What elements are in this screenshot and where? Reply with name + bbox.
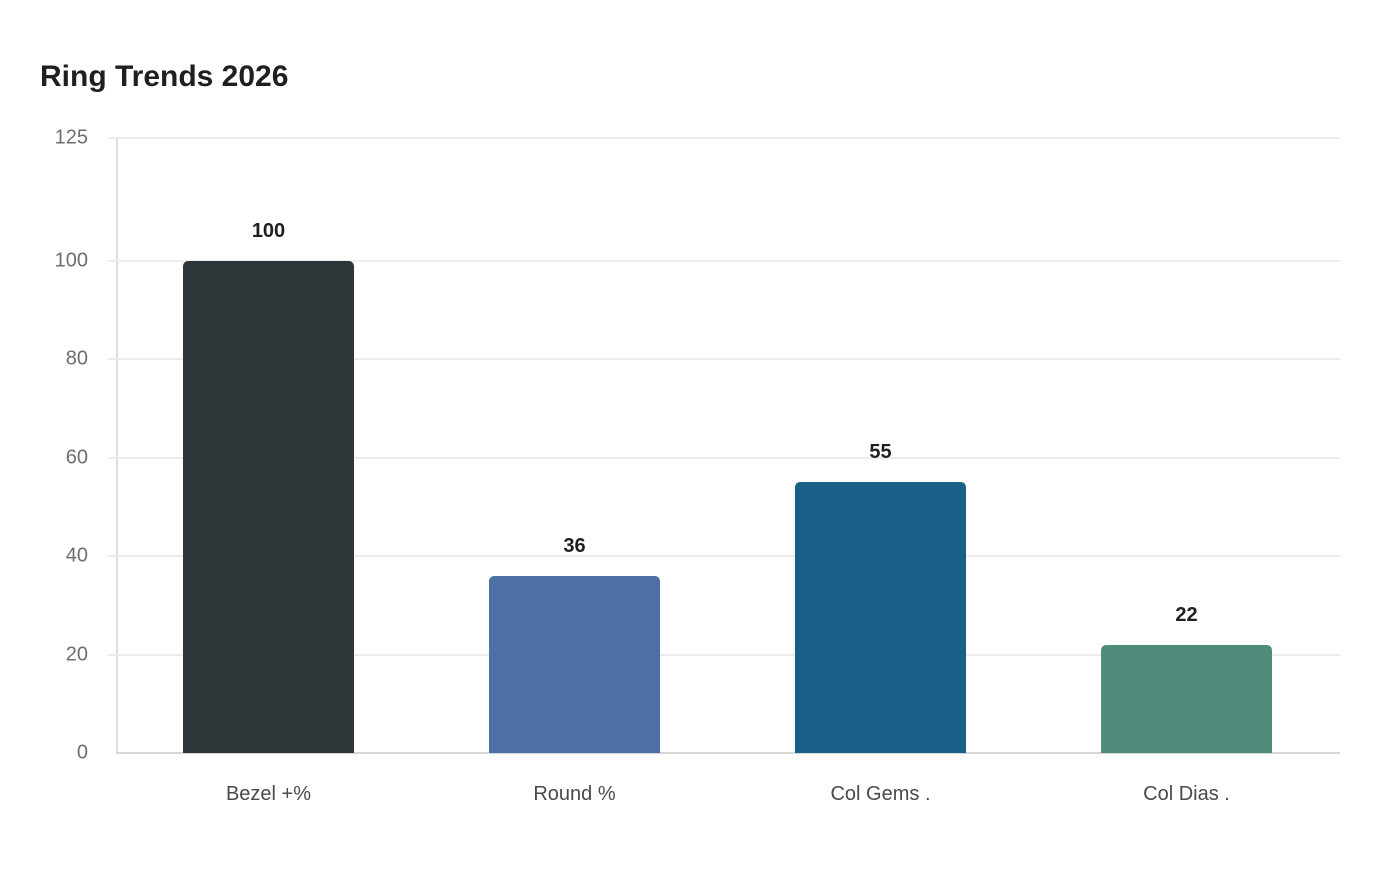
y-axis-line [116,138,118,753]
gridline [108,260,1340,262]
x-tick-label: Col Gems . [830,783,931,805]
bar[interactable] [1101,644,1272,753]
x-axis-line [116,752,1340,754]
bar-value-label: 22 [1175,603,1198,626]
y-tick-label: 125 [54,126,88,149]
bar-value-label: 55 [869,441,892,464]
y-tick-label: 40 [65,544,88,567]
x-tick-label: Round % [533,783,616,805]
y-tick-label: 0 [76,741,88,764]
chart-title: Ring Trends 2026 [40,60,289,93]
gridline [108,358,1340,361]
bar[interactable] [795,482,966,753]
bar[interactable] [183,261,354,753]
gridline [108,137,1340,139]
gridline [108,456,1340,459]
gridline [108,555,1340,558]
bar-value-label: 100 [251,220,286,242]
y-tick-label: 80 [65,347,88,370]
x-tick-label: Bezel +% [225,783,312,805]
x-tick-label: Col Dias . [1143,783,1230,805]
gridline [108,653,1340,656]
y-tick-label: 60 [65,446,88,469]
plot-area: 0 20 40 60 80 100 125 100 36 55 22 [55,127,1340,764]
bar-value-label: 36 [563,534,586,557]
bar[interactable] [489,575,660,753]
y-tick-label: 100 [54,249,88,272]
y-tick-label: 20 [65,643,88,666]
